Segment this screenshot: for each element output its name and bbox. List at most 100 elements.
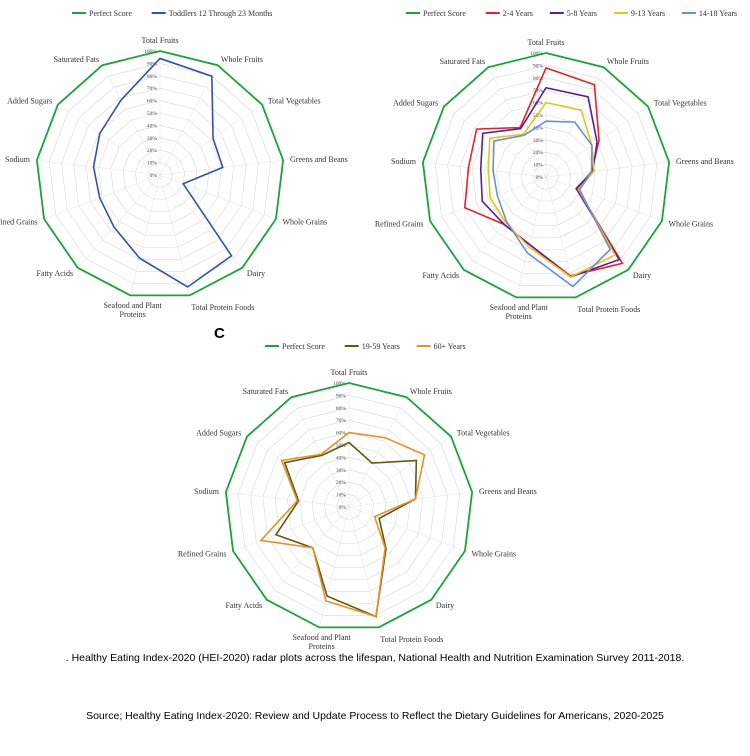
category-label-refined-grains: Refined Grains	[375, 219, 424, 228]
legend-item-perfect-score: Perfect Score	[72, 9, 132, 18]
category-label-fatty-acids: Fatty Acids	[225, 601, 262, 610]
spoke-line	[348, 491, 473, 508]
legend-label: 9-13 Years	[631, 9, 665, 18]
category-label-dairy: Dairy	[247, 269, 265, 278]
category-label-saturated-fats: Saturated Fats	[243, 387, 289, 396]
legend-item-perfect-score: Perfect Score	[265, 342, 325, 351]
gridlines	[422, 53, 670, 298]
category-label-total-vegetables: Total Vegetables	[654, 99, 707, 108]
category-label-whole-fruits: Whole Fruits	[607, 57, 649, 66]
category-label-dairy: Dairy	[633, 271, 651, 280]
tick-label: 70%	[336, 418, 347, 424]
category-label-added-sugars: Added Sugars	[196, 429, 241, 438]
category-label-total-fruits: Total Fruits	[331, 368, 368, 377]
tick-label: 30%	[147, 136, 158, 142]
tick-label: 80%	[336, 406, 347, 412]
tick-label: 10%	[147, 161, 158, 167]
category-label-refined-grains: Refined Grains	[0, 217, 38, 226]
tick-label: 70%	[147, 86, 158, 92]
gridline-ring	[61, 75, 259, 272]
category-label-sodium: Sodium	[5, 155, 31, 164]
spoke-line	[102, 65, 161, 176]
tick-label: 30%	[533, 138, 544, 144]
tick-label: 20%	[147, 148, 158, 154]
gridlines	[36, 51, 284, 296]
category-label-line: Seafood and Plant	[104, 301, 163, 310]
gridline-ring	[122, 137, 198, 212]
legend-item-2-4-years: 2-4 Years	[485, 9, 533, 18]
gridline-ring	[287, 444, 411, 568]
spoke-line	[232, 506, 350, 552]
category-label-whole-fruits: Whole Fruits	[221, 55, 263, 64]
spoke-line	[319, 506, 350, 628]
series-perfect-score	[421, 52, 671, 299]
gridline-ring	[521, 151, 571, 202]
category-labels: Total Fruits Whole Fruits Total Vegetables…	[0, 36, 348, 319]
category-label-total-protein-foods: Total Protein Foods	[577, 305, 640, 314]
legend-item-60-years: 60+ Years	[416, 342, 466, 351]
tick-label: 40%	[533, 125, 544, 131]
tick-labels: 0% 10% 20% 30% 40% 50% 60% 70% 80% 90% 100%	[144, 49, 157, 179]
tick-label: 60%	[336, 431, 347, 437]
spoke-line	[130, 174, 161, 296]
gridline-ring	[48, 63, 272, 284]
spoke-line	[348, 506, 466, 552]
category-label-line: Proteins	[120, 310, 146, 319]
spoke-line	[488, 67, 547, 178]
category-label-fatty-acids: Fatty Acids	[422, 271, 459, 280]
category-label-line: Seafood and Plant	[293, 633, 352, 642]
category-label-line: Proteins	[309, 642, 335, 651]
spoke-line	[159, 174, 190, 296]
category-label-whole-grains: Whole Grains	[668, 219, 713, 228]
gridline-ring	[533, 164, 559, 190]
series-5-8-years	[479, 86, 621, 278]
category-label-whole-fruits: Whole Fruits	[410, 387, 452, 396]
category-label-whole-grains: Whole Grains	[471, 549, 516, 558]
spoke-line	[429, 176, 547, 222]
gridline-ring	[336, 494, 362, 520]
gridline-ring	[98, 112, 222, 236]
panel-letter-c: C	[214, 325, 225, 342]
category-label-dairy: Dairy	[436, 601, 454, 610]
spoke-line	[159, 104, 263, 176]
tick-label: 20%	[533, 150, 544, 156]
spoke-line	[545, 176, 663, 222]
spoke-line	[291, 397, 350, 508]
tick-label: 60%	[533, 101, 544, 107]
legend-label: 14-18 Years	[699, 9, 737, 18]
series-60-years	[259, 431, 426, 618]
spoke-line	[348, 397, 407, 508]
tick-label: 90%	[336, 393, 347, 399]
category-label-total-protein-foods: Total Protein Foods	[191, 303, 254, 312]
category-label-greens-and-beans: Greens and Beans	[290, 155, 348, 164]
gridline-ring	[110, 125, 210, 224]
radar-panel-children: 0%10%20%30%40%50%60%70%80%90%100%Total F…	[375, 9, 737, 321]
category-label-total-fruits: Total Fruits	[528, 38, 565, 47]
legend-item-9-13-years: 9-13 Years	[613, 9, 665, 18]
series-perfect-score	[224, 382, 474, 629]
tick-label: 50%	[147, 111, 158, 117]
gridline-ring	[324, 481, 374, 532]
tick-label: 10%	[533, 163, 544, 169]
category-label-total-fruits: Total Fruits	[142, 36, 179, 45]
category-label-total-protein-foods: Total Protein Foods	[380, 635, 443, 644]
spoke-line	[225, 491, 350, 508]
tick-label: 10%	[336, 493, 347, 499]
category-label-line: Seafood and Plant	[490, 303, 549, 312]
spoke-line	[159, 174, 277, 220]
tick-label: 40%	[147, 123, 158, 129]
tick-label: 90%	[533, 63, 544, 69]
spoke-line	[348, 506, 432, 600]
tick-label: 100%	[333, 381, 346, 387]
tick-label: 90%	[147, 61, 158, 67]
category-labels: Total Fruits Whole Fruits Total Vegetables…	[375, 38, 734, 321]
figure-caption: . Healthy Eating Index-2020 (HEI-2020) r…	[65, 652, 685, 664]
legend-item-toddlers-12-through-23-months: Toddlers 12 Through 23 Months	[151, 9, 272, 18]
legend-item-14-18-years: 14-18 Years	[681, 9, 737, 18]
figure-source: Source; Healthy Eating Index-2020: Revie…	[86, 710, 664, 722]
category-label-added-sugars: Added Sugars	[393, 99, 438, 108]
legend-label: 60+ Years	[434, 342, 466, 351]
series-perfect-score	[35, 50, 285, 297]
category-label-total-vegetables: Total Vegetables	[268, 97, 321, 106]
